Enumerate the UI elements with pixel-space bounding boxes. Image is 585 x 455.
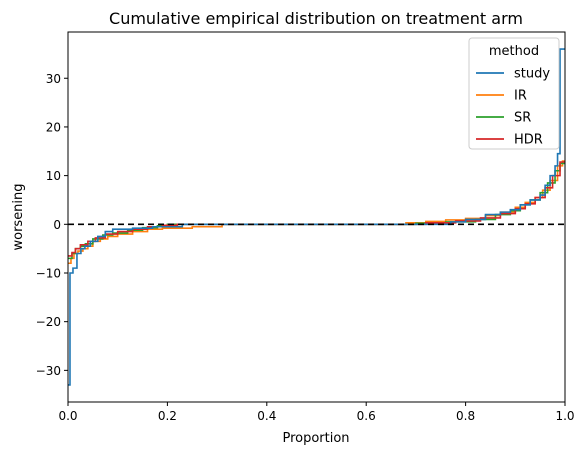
legend-label-ir: IR [514, 89, 527, 104]
y-tick-label: 0 [53, 218, 61, 232]
y-tick-label: 10 [46, 169, 61, 183]
x-tick-label: 0.8 [456, 409, 475, 423]
y-tick-label: −20 [36, 315, 61, 329]
legend: method study IR SR HDR [468, 37, 560, 150]
y-tick-label: 20 [46, 120, 61, 134]
x-tick-label: 0.6 [357, 409, 376, 423]
legend-title: method [489, 44, 539, 59]
x-tick-label: 1.0 [555, 409, 574, 423]
x-axis: 0.0 0.2 0.4 0.6 0.8 1.0 [58, 402, 575, 423]
y-axis-label: worsening [11, 183, 26, 250]
legend-items: study IR SR HDR [476, 67, 550, 148]
y-tick-label: 30 [46, 72, 61, 86]
chart-title: Cumulative empirical distribution on tre… [109, 9, 523, 28]
series-line-study [68, 48, 565, 386]
plot-frame [67, 31, 566, 403]
y-tick-label: −30 [36, 364, 61, 378]
legend-label-hdr: HDR [514, 133, 543, 148]
y-axis: −30 −20 −10 0 10 20 30 [36, 72, 68, 378]
x-axis-label: Proportion [282, 431, 349, 446]
legend-label-sr: SR [514, 111, 531, 126]
legend-label-study: study [514, 67, 550, 82]
series-line-hdr [68, 161, 565, 257]
x-tick-label: 0.4 [257, 409, 276, 423]
y-tick-label: −10 [36, 266, 61, 280]
x-tick-label: 0.2 [158, 409, 177, 423]
x-tick-label: 0.0 [58, 409, 77, 423]
legend-frame [468, 37, 560, 150]
